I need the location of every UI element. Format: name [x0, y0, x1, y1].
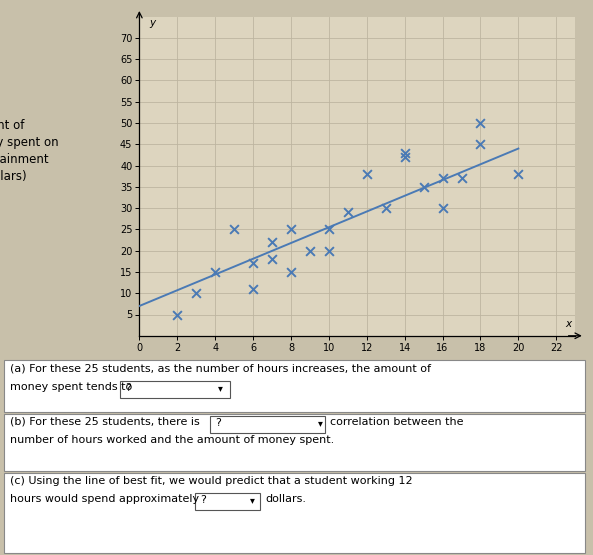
Text: correlation between the: correlation between the [330, 417, 464, 427]
Point [324, 225, 334, 234]
Point [286, 268, 296, 276]
Text: (b) For these 25 students, there is: (b) For these 25 students, there is [10, 417, 200, 427]
Text: ?: ? [215, 418, 221, 428]
Point [457, 174, 466, 183]
Text: ▾: ▾ [318, 418, 323, 428]
Point [267, 238, 277, 246]
Point [438, 204, 447, 213]
Bar [4, 360, 585, 412]
Bar [4, 414, 585, 471]
Point [173, 310, 182, 319]
Text: ?: ? [125, 383, 131, 393]
Point [324, 246, 334, 255]
Text: ▾: ▾ [218, 383, 223, 393]
Point [192, 289, 201, 297]
Text: hours would spend approximately: hours would spend approximately [10, 494, 199, 504]
Bar [4, 473, 585, 553]
Point [229, 225, 239, 234]
Point [476, 140, 485, 149]
Text: y: y [149, 18, 155, 28]
Text: money spent tends to: money spent tends to [10, 382, 132, 392]
Point [381, 204, 390, 213]
Point [438, 174, 447, 183]
Text: ▾: ▾ [250, 495, 255, 505]
FancyBboxPatch shape [120, 381, 230, 398]
Point [286, 225, 296, 234]
FancyBboxPatch shape [195, 493, 260, 510]
Text: dollars.: dollars. [265, 494, 306, 504]
Text: Amount of
money spent on
entertainment
(in dollars): Amount of money spent on entertainment (… [0, 119, 59, 183]
Text: number of hours worked and the amount of money spent.: number of hours worked and the amount of… [10, 435, 334, 445]
Point [248, 285, 258, 294]
Text: ?: ? [200, 495, 206, 505]
Point [305, 246, 315, 255]
Point [362, 170, 371, 179]
Point [248, 259, 258, 268]
X-axis label: Number of hours worked: Number of hours worked [280, 360, 435, 372]
Point [400, 153, 409, 162]
Point [343, 208, 353, 217]
Text: (a) For these 25 students, as the number of hours increases, the amount of: (a) For these 25 students, as the number… [10, 364, 431, 374]
Point [419, 183, 428, 191]
Point [211, 268, 220, 276]
Point [400, 148, 409, 157]
Point [514, 170, 523, 179]
Point [476, 119, 485, 128]
Point [267, 255, 277, 264]
Text: (c) Using the line of best fit, we would predict that a student working 12: (c) Using the line of best fit, we would… [10, 476, 413, 486]
Text: x: x [566, 319, 572, 329]
FancyBboxPatch shape [210, 416, 325, 433]
